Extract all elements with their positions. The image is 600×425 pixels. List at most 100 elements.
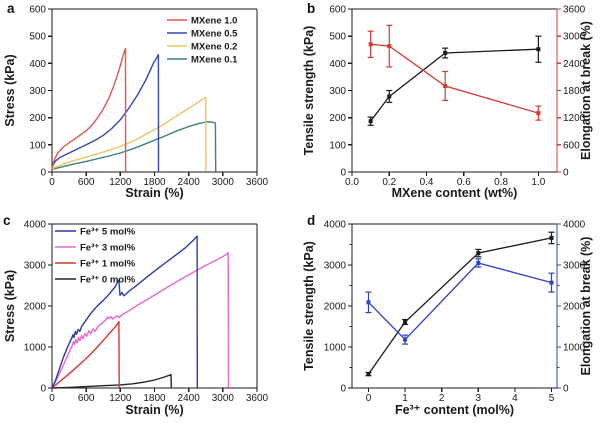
y-tick-label: 1000 — [324, 343, 347, 354]
legend-label: MXene 0.2 — [191, 41, 237, 52]
data-point-marker — [403, 319, 408, 324]
series-line-Fe³⁺-5-mol% — [51, 235, 198, 389]
x-tick-label: 3000 — [212, 177, 235, 188]
axes-frame — [48, 8, 258, 176]
x-tick-label: 600 — [78, 177, 95, 188]
chart-a-svg: 0 600 1200 1800 2400 3000 3600 0 100 200 300 400 500… — [3, 5, 269, 201]
y-tick-label: 1000 — [24, 343, 47, 354]
x-axis-label: Strain (%) — [125, 186, 183, 200]
legend-label: Fe³⁺ 1 mol% — [80, 258, 136, 269]
x-tick-label: 3600 — [246, 177, 269, 188]
data-point-marker — [368, 119, 373, 124]
x-tick-label: 1800 — [143, 177, 166, 188]
legend-item: Fe³⁺ 3 mol% — [55, 242, 136, 253]
x-tick-label: 1 — [402, 393, 408, 404]
x-tick-label: 0.6 — [457, 177, 471, 188]
y-tick-label: 600 — [329, 5, 346, 16]
series-connect-line-left — [370, 48, 539, 122]
legend-label: Fe³⁺ 5 mol% — [80, 226, 136, 237]
y-tick-label: 500 — [29, 32, 46, 43]
series-line-MXene-0.1 — [51, 121, 217, 172]
x-axis-label: MXene content (wt%) — [392, 186, 518, 200]
y2-tick-label: 600 — [563, 140, 580, 151]
x-axis-label: Fe³⁺ content (mol%) — [395, 403, 514, 417]
data-point-marker — [366, 300, 371, 305]
panel-b-tensile-vs-mxene: 0.0 0.2 0.4 0.6 0.8 1.0 0 100 200 300 400 500 600 0 60… — [300, 0, 600, 212]
data-point-marker — [443, 51, 448, 56]
panel-label-d: d — [307, 213, 316, 228]
x-tick-label: 1200 — [109, 177, 132, 188]
y-tick-label: 0 — [40, 384, 46, 395]
series-line-MXene-0.5 — [51, 53, 160, 172]
y-tick-label: 3000 — [24, 261, 47, 272]
y-tick-label: 200 — [29, 113, 46, 124]
data-point-marker — [366, 372, 371, 377]
x-tick-label: 0.0 — [345, 177, 359, 188]
data-point-marker — [476, 260, 481, 265]
y2-axis-label: Elongation at break (%) — [579, 21, 593, 160]
x-tick-label: 0 — [49, 177, 55, 188]
data-point-marker — [443, 83, 448, 88]
panel-label-b: b — [307, 1, 316, 16]
y-axis-label: Tensile strength (kPa) — [302, 26, 316, 156]
chart-c-svg: 0 600 1200 1800 2400 3000 3600 0 1000 2000 3000 400… — [3, 220, 269, 418]
y-tick-label: 600 — [29, 5, 46, 16]
y-axis-label: Stress (kPa) — [3, 54, 17, 126]
y2-tick-label: 2000 — [563, 302, 586, 313]
x-tick-label: 3 — [476, 393, 482, 404]
axes-frame — [48, 223, 258, 392]
panel-c-stress-strain-fe: 0 600 1200 1800 2400 3000 3600 0 1000 2000 3000 400… — [0, 212, 300, 425]
y-tick-label: 0 — [340, 384, 346, 395]
x-tick-label: 0 — [366, 393, 372, 404]
y-tick-label: 400 — [29, 59, 46, 70]
y-axis-label: Stress (kPa) — [3, 270, 17, 342]
series-line-Fe³⁺-0-mol% — [51, 374, 172, 389]
x-tick-label: 600 — [78, 393, 95, 404]
chart-d-svg: 0 1 2 3 4 50100020003000400001000200030004000… — [302, 220, 593, 418]
y2-tick-label: 3000 — [563, 261, 586, 272]
data-point-marker — [536, 111, 541, 116]
y-tick-label: 0 — [340, 168, 346, 179]
legend-label: MXene 0.5 — [191, 28, 238, 39]
x-tick-label: 1800 — [143, 393, 166, 404]
y2-tick-label: 3600 — [563, 5, 586, 16]
axes-frame — [348, 8, 561, 176]
y2-tick-label: 1800 — [563, 86, 586, 97]
y-tick-label: 500 — [329, 32, 346, 43]
y2-tick-label: 4000 — [563, 220, 586, 231]
data-point-marker — [368, 42, 373, 47]
y2-axis-label: Elongation at break (%) — [579, 237, 593, 376]
x-tick-label: 2 — [439, 393, 445, 404]
data-point-marker — [387, 94, 392, 99]
data-point-marker — [549, 280, 554, 285]
data-point-marker — [403, 337, 408, 342]
y-tick-label: 400 — [329, 59, 346, 70]
x-axis-label: Strain (%) — [125, 403, 183, 417]
data-point-marker — [536, 47, 541, 52]
panel-label-a: a — [7, 1, 15, 16]
y-tick-label: 0 — [40, 168, 46, 179]
x-tick-label: 0.4 — [420, 177, 434, 188]
y-tick-label: 200 — [329, 113, 346, 124]
chart-b-svg: 0.0 0.2 0.4 0.6 0.8 1.0 0 100 200 300 400 500 600 0 60… — [302, 5, 593, 201]
x-tick-label: 1200 — [109, 393, 132, 404]
y2-tick-label: 1200 — [563, 113, 586, 124]
legend-item: MXene 0.5 — [167, 28, 238, 39]
x-tick-label: 2400 — [178, 177, 201, 188]
y2-tick-label: 2400 — [563, 59, 586, 70]
legend-item: Fe³⁺ 0 mol% — [55, 274, 136, 285]
data-point-marker — [549, 235, 554, 240]
x-tick-label: 0.8 — [494, 177, 508, 188]
panel-label-c: c — [3, 213, 11, 228]
series-line-MXene-0.2 — [51, 96, 207, 172]
legend-label: MXene 0.1 — [191, 54, 238, 65]
series-connect-line-left — [367, 237, 552, 375]
panel-a-stress-strain-mxene: 0 600 1200 1800 2400 3000 3600 0 100 200 300 400 500… — [0, 0, 300, 212]
x-tick-label: 3600 — [246, 393, 269, 404]
y-axis-label: Tensile strength (kPa) — [302, 241, 316, 371]
legend-label: MXene 1.0 — [191, 15, 237, 26]
legend-item: MXene 1.0 — [167, 15, 237, 26]
x-tick-label: 5 — [549, 393, 555, 404]
legend-label: Fe³⁺ 3 mol% — [80, 242, 136, 253]
series-line-Fe³⁺-1-mol% — [51, 320, 120, 389]
